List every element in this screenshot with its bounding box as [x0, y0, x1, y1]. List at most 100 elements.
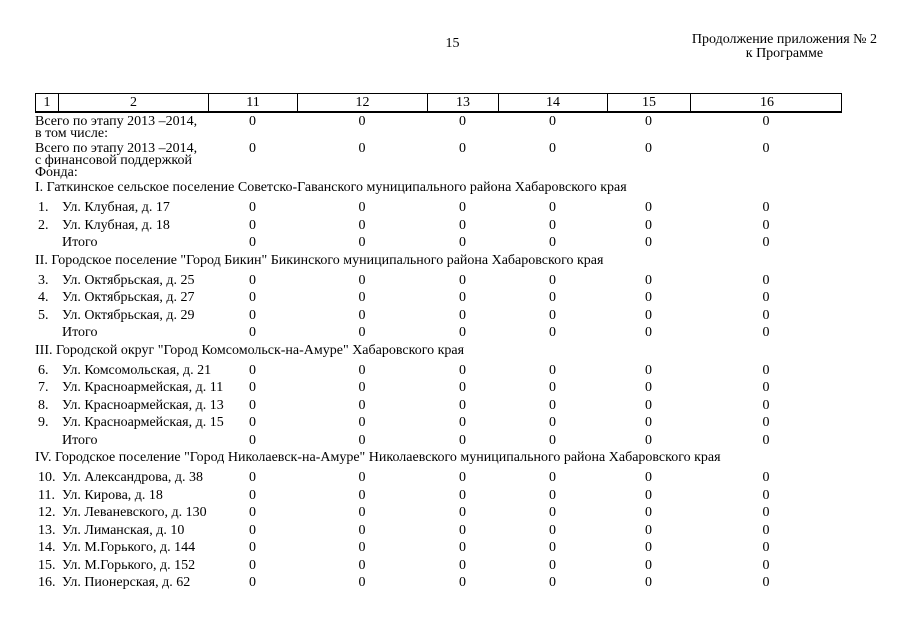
item-row: 5. Ул. Октябрьская, д. 29 0 0 0 0 0 0	[35, 307, 842, 323]
street-name: Ул. Александрова, д. 38	[62, 470, 204, 485]
value-cell: 0	[549, 217, 556, 233]
value-cell: 0	[249, 290, 256, 305]
row-number: 16.	[38, 575, 56, 590]
value-cell: 0	[549, 540, 556, 555]
value-cell: 0	[645, 325, 652, 340]
column-header: 13	[428, 94, 499, 111]
section-title: II. Городское поселение "Город Бикин" Би…	[35, 252, 604, 268]
value-cell: 0	[762, 235, 770, 250]
value-cell: 0	[549, 200, 556, 215]
value-cell: 0	[358, 557, 366, 573]
item-row: 7. Ул. Красноармейская, д. 11 0 0 0 0 0 0	[35, 380, 842, 395]
row-number: 3.	[38, 272, 49, 288]
value-cell: 0	[249, 540, 256, 555]
value-cell: 0	[459, 415, 466, 430]
table-header-row: 1 2 11 12 13 14 15 16	[35, 93, 842, 113]
value-cell: 0	[762, 141, 770, 156]
value-cell: 0	[459, 141, 466, 156]
value-cell: 0	[549, 432, 556, 448]
value-cell: 0	[459, 200, 466, 215]
value-cell: 0	[249, 380, 256, 395]
item-row: 8. Ул. Красноармейская, д. 13 0 0 0 0 0 0	[35, 397, 842, 413]
value-cell: 0	[549, 290, 556, 305]
street-name: Ул. Октябрьская, д. 27	[62, 290, 195, 305]
value-cell: 0	[358, 505, 366, 520]
value-cell: 0	[549, 325, 556, 340]
column-header: 1	[36, 94, 59, 111]
value-cell: 0	[762, 114, 770, 129]
value-cell: 0	[358, 235, 366, 250]
value-cell: 0	[549, 380, 556, 395]
value-cell: 0	[358, 290, 366, 305]
item-row: 13. Ул. Лиманская, д. 10 0 0 0 0 0 0	[35, 522, 842, 538]
street-name: Ул. Октябрьская, д. 29	[62, 307, 195, 323]
value-cell: 0	[459, 217, 466, 233]
value-cell: 0	[549, 487, 556, 503]
row-number: 11.	[38, 487, 55, 503]
value-cell: 0	[459, 470, 466, 485]
column-header: 14	[499, 94, 608, 111]
section-row: III. Городской округ "Город Комсомольск-…	[35, 342, 842, 358]
row-number	[35, 237, 58, 249]
value-cell: 0	[249, 114, 256, 129]
total-row: Всего по этапу 2013 –2014, в том числе: 0…	[35, 114, 842, 141]
item-row: 1. Ул. Клубная, д. 17 0 0 0 0 0 0	[35, 200, 842, 215]
column-header: 2	[59, 94, 209, 111]
row-number: 6.	[38, 362, 49, 378]
subtotal-label: Итого	[62, 235, 98, 250]
value-cell: 0	[249, 362, 256, 378]
row-number	[35, 327, 58, 339]
value-cell: 0	[762, 272, 770, 288]
street-name: Ул. М.Горького, д. 144	[62, 540, 196, 555]
item-row: 16. Ул. Пионерская, д. 62 0 0 0 0 0 0	[35, 575, 842, 590]
item-row: 6. Ул. Комсомольская, д. 21 0 0 0 0 0 0	[35, 362, 842, 378]
subtotal-row: Итого 0 0 0 0 0 0	[35, 235, 842, 250]
value-cell: 0	[645, 141, 652, 156]
value-cell: 0	[459, 487, 466, 503]
total-label: Всего по этапу 2013 –2014, с финансовой …	[35, 141, 198, 180]
value-cell: 0	[249, 307, 256, 323]
value-cell: 0	[358, 522, 366, 538]
value-cell: 0	[459, 522, 466, 538]
value-cell: 0	[459, 325, 466, 340]
row-number: 1.	[38, 200, 49, 215]
value-cell: 0	[645, 290, 652, 305]
value-cell: 0	[459, 235, 466, 250]
section-title: IV. Городское поселение "Город Николаевс…	[35, 450, 721, 465]
street-name: Ул. Клубная, д. 17	[62, 200, 170, 215]
value-cell: 0	[249, 397, 256, 413]
street-name: Ул. Комсомольская, д. 21	[62, 362, 212, 378]
section-title: III. Городской округ "Город Комсомольск-…	[35, 342, 465, 358]
value-cell: 0	[459, 432, 466, 448]
value-cell: 0	[762, 217, 770, 233]
column-header: 15	[608, 94, 691, 111]
value-cell: 0	[358, 272, 366, 288]
value-cell: 0	[249, 505, 256, 520]
value-cell: 0	[249, 557, 256, 573]
value-cell: 0	[249, 487, 256, 503]
value-cell: 0	[645, 380, 652, 395]
value-cell: 0	[358, 307, 366, 323]
continuation-line-1: Продолжение приложения № 2	[691, 32, 877, 47]
item-row: 3. Ул. Октябрьская, д. 25 0 0 0 0 0 0	[35, 272, 842, 288]
value-cell: 0	[249, 217, 256, 233]
value-cell: 0	[358, 575, 366, 590]
value-cell: 0	[549, 522, 556, 538]
street-name: Ул. Лиманская, д. 10	[62, 522, 185, 538]
street-name: Ул. Октябрьская, д. 25	[62, 272, 195, 288]
value-cell: 0	[549, 470, 556, 485]
street-name: Ул. Леваневского, д. 130	[62, 505, 207, 520]
value-cell: 0	[459, 505, 466, 520]
item-row: 15. Ул. М.Горького, д. 152 0 0 0 0 0 0	[35, 557, 842, 573]
row-number: 7.	[38, 380, 49, 395]
value-cell: 0	[645, 557, 652, 573]
column-header: 12	[298, 94, 428, 111]
value-cell: 0	[762, 522, 770, 538]
value-cell: 0	[645, 397, 652, 413]
item-row: 10. Ул. Александрова, д. 38 0 0 0 0 0 0	[35, 470, 842, 485]
value-cell: 0	[459, 397, 466, 413]
value-cell: 0	[459, 362, 466, 378]
value-cell: 0	[358, 380, 366, 395]
value-cell: 0	[358, 432, 366, 448]
